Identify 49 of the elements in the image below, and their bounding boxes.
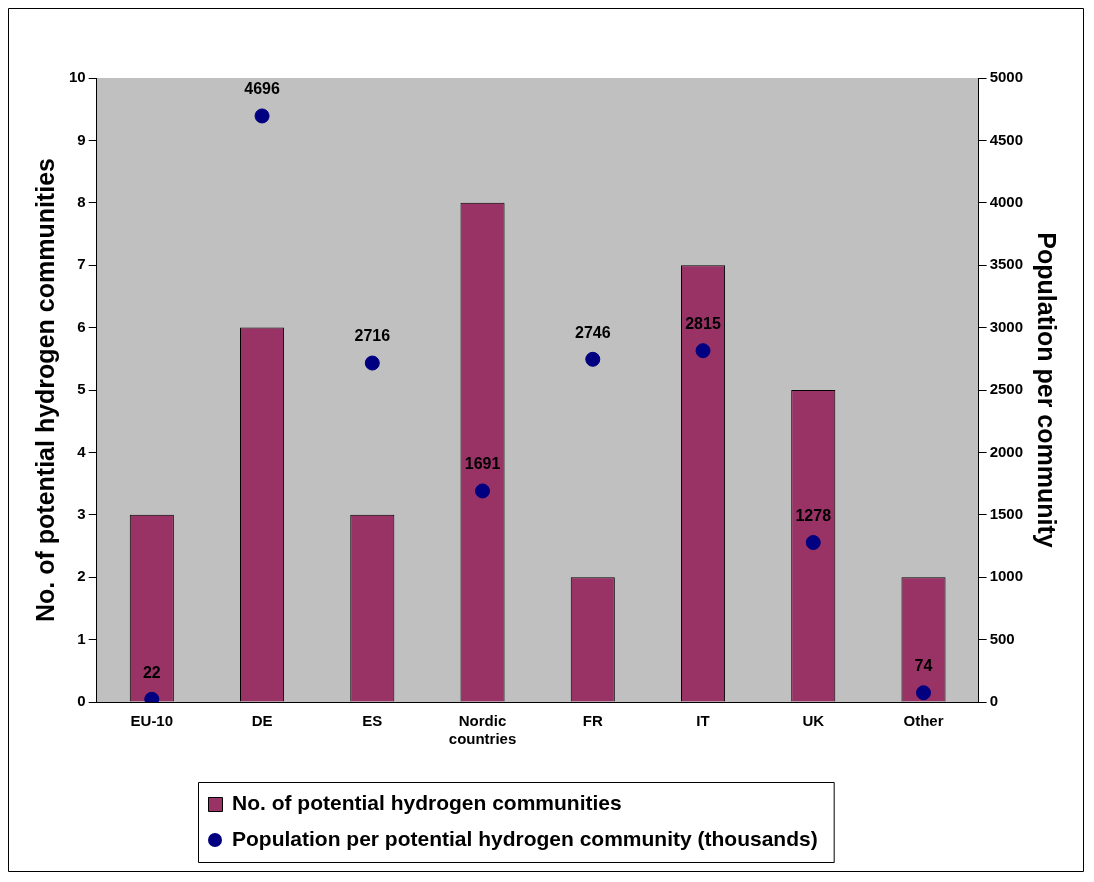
y2-tick-label: 2000 xyxy=(989,442,1024,460)
point xyxy=(254,108,270,124)
y-tick-label: 4 xyxy=(77,442,87,460)
point xyxy=(695,343,711,359)
y-tick-label: 2 xyxy=(77,567,86,585)
y-axis-title: No. of potential hydrogen communities xyxy=(30,158,59,622)
y2-axis-title: Population per community xyxy=(1033,232,1062,548)
y-tick-label: 8 xyxy=(77,192,86,210)
y-tick-label: 0 xyxy=(77,692,86,710)
y2-tick-label: 1000 xyxy=(989,567,1024,585)
y-tick-label: 5 xyxy=(77,380,86,398)
x-tick-label: IT xyxy=(696,712,710,730)
y-tick-label: 3 xyxy=(77,504,86,522)
point xyxy=(475,483,491,499)
y-tick-label: 10 xyxy=(69,68,86,86)
y2-tick-label: 5000 xyxy=(989,68,1024,86)
x-tick-label: EU-10 xyxy=(130,712,174,730)
y2-tick-label: 1500 xyxy=(989,504,1024,522)
legend-label: No. of potential hydrogen communities xyxy=(232,790,622,814)
y2-tick-label: 3500 xyxy=(989,255,1024,273)
y-tick-label: 1 xyxy=(77,629,86,647)
data-label: 74 xyxy=(914,657,933,675)
data-label: 2815 xyxy=(685,315,721,333)
x-tick-label: ES xyxy=(362,712,383,730)
y2-tick-label: 4000 xyxy=(989,192,1024,210)
y2-tick-label: 2500 xyxy=(989,380,1024,398)
x-tick-label: Other xyxy=(903,712,944,730)
y-tick-label: 9 xyxy=(77,130,86,148)
data-label: 4696 xyxy=(244,80,280,98)
y-tick-label: 6 xyxy=(77,317,86,335)
data-label: 1691 xyxy=(464,455,501,473)
x-tick-label: UK xyxy=(802,712,825,730)
x-tick-label: FR xyxy=(582,712,603,730)
point xyxy=(364,355,380,371)
point xyxy=(916,685,932,701)
legend-label: Population per potential hydrogen community (thousands) xyxy=(232,826,818,850)
data-label: 2716 xyxy=(354,327,391,345)
point xyxy=(805,535,821,551)
point xyxy=(585,351,601,367)
y2-tick-label: 500 xyxy=(989,629,1015,647)
y2-tick-label: 0 xyxy=(989,692,998,710)
x-tick-label: DE xyxy=(251,712,273,730)
data-label: 22 xyxy=(142,663,161,681)
y2-tick-label: 4500 xyxy=(989,130,1024,148)
x-tick-label: Nordic countries xyxy=(448,712,517,748)
y-tick-label: 7 xyxy=(77,255,86,273)
data-label: 2746 xyxy=(574,323,611,341)
y2-tick-label: 3000 xyxy=(989,317,1024,335)
data-label: 1278 xyxy=(795,506,832,524)
